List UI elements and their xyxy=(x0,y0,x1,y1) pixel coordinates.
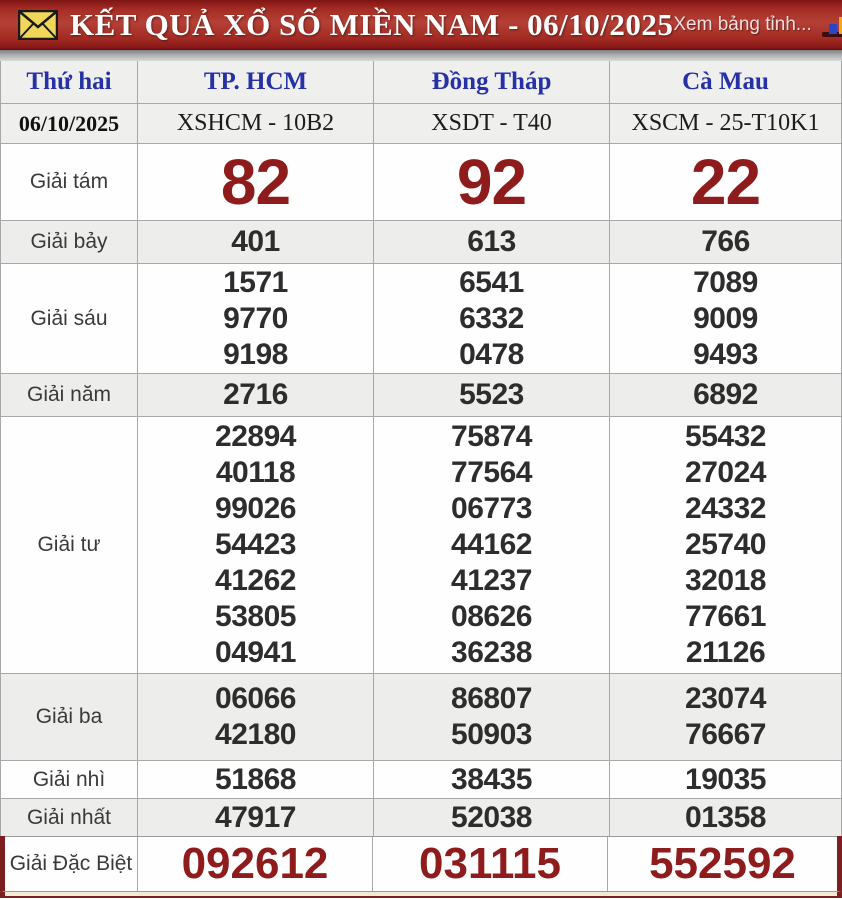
prize-value: 50903 xyxy=(451,718,532,751)
prize-value: 613 xyxy=(467,225,516,258)
draw-date: 06/10/2025 xyxy=(18,110,120,136)
prize-value: 24332 xyxy=(685,492,766,525)
prize-value: 44162 xyxy=(451,528,532,561)
prize-value: 42180 xyxy=(215,718,296,751)
prize-value: 092612 xyxy=(181,839,329,888)
bar-chart-icon[interactable] xyxy=(821,11,842,39)
draw-code-tphcm: XSHCM - 10B2 xyxy=(137,104,373,143)
prize-value: 41262 xyxy=(215,564,296,597)
prize-value: 36238 xyxy=(451,636,532,669)
prize-value: 9493 xyxy=(693,337,758,371)
prize-label: Giải Đặc Biệt xyxy=(9,852,133,875)
prize-value: 38435 xyxy=(451,762,532,796)
prize-row-giai-dac-biet: Giải Đặc Biệt 092612 031115 552592 xyxy=(5,836,837,891)
day-header: Thứ hai xyxy=(26,68,112,95)
draw-code-dongthap: XSDT - T40 xyxy=(373,104,609,143)
prize-row-giai-tam: Giải tám 82 92 22 xyxy=(1,143,841,220)
prize-row-giai-nam: Giải năm 2716 5523 6892 xyxy=(1,373,841,416)
prize-row-giai-nhi: Giải nhì 51868 38435 19035 xyxy=(1,760,841,798)
prize-value: 6541 xyxy=(459,265,524,299)
prize-value: 19035 xyxy=(685,762,766,796)
prize-label: Giải bảy xyxy=(30,230,108,253)
prize-value: 01358 xyxy=(685,800,766,834)
prize-row-giai-bay: Giải bảy 401 613 766 xyxy=(1,220,841,263)
prize-value: 08626 xyxy=(451,600,532,633)
draw-code-row: 06/10/2025 XSHCM - 10B2 XSDT - T40 XSCM … xyxy=(1,103,841,143)
prize-row-giai-nhat: Giải nhất 47917 52038 01358 xyxy=(1,798,841,836)
prize-value: 40118 xyxy=(215,456,296,489)
prize-value: 76667 xyxy=(685,718,766,751)
prize-value: 52038 xyxy=(451,800,532,834)
prize-value: 54423 xyxy=(215,528,296,561)
prize-value: 22 xyxy=(690,146,761,218)
prize-value: 99026 xyxy=(215,492,296,525)
prize-value: 92 xyxy=(456,146,527,218)
draw-code-camau: XSCM - 25-T10K1 xyxy=(609,104,841,143)
prize-value: 47917 xyxy=(215,800,296,834)
prize-value: 86807 xyxy=(451,682,532,715)
prize-value: 75874 xyxy=(451,420,532,453)
prize-label: Giải năm xyxy=(26,383,112,406)
prize-value: 401 xyxy=(231,225,280,258)
prize-value: 1571 xyxy=(223,265,288,299)
prize-value: 23074 xyxy=(685,682,766,715)
prize-row-giai-ba: Giải ba 06066 42180 86807 50903 23074 76… xyxy=(1,673,841,760)
prize-value: 0478 xyxy=(459,337,524,371)
prize-value: 552592 xyxy=(649,839,796,888)
prize-value: 82 xyxy=(220,146,291,218)
column-header-camau[interactable]: Cà Mau xyxy=(609,61,841,103)
prize-row-giai-sau: Giải sáu 1571 9770 9198 6541 6332 0478 7… xyxy=(1,263,841,373)
prize-value: 9770 xyxy=(223,301,288,335)
prize-value: 5523 xyxy=(459,378,524,411)
prize-value: 51868 xyxy=(215,762,296,796)
prize-value: 766 xyxy=(701,225,750,258)
envelope-icon[interactable] xyxy=(18,10,58,40)
bottom-border-strip xyxy=(0,891,842,898)
column-header-tphcm[interactable]: TP. HCM xyxy=(137,61,373,103)
prize-value: 2716 xyxy=(223,378,288,411)
prize-row-giai-tu: Giải tư 22894 40118 99026 54423 41262 53… xyxy=(1,416,841,673)
table-header-row: Thứ hai TP. HCM Đồng Tháp Cà Mau xyxy=(1,61,841,103)
prize-value: 06773 xyxy=(451,492,532,525)
prize-label: Giải ba xyxy=(35,705,103,728)
prize-value: 32018 xyxy=(685,564,766,597)
page-title: KẾT QUẢ XỔ SỐ MIỀN NAM - 06/10/2025 xyxy=(70,7,674,42)
prize-value: 04941 xyxy=(215,636,296,669)
column-header-dongthap[interactable]: Đồng Tháp xyxy=(373,61,609,103)
prize-label: Giải sáu xyxy=(30,306,108,330)
prize-value: 53805 xyxy=(215,600,296,633)
prize-label: Giải tư xyxy=(37,533,101,556)
prize-value: 21126 xyxy=(685,636,766,669)
prize-value: 27024 xyxy=(685,456,766,489)
prize-label: Giải tám xyxy=(29,170,109,193)
prize-label: Giải nhì xyxy=(32,767,106,791)
prize-value: 031115 xyxy=(419,839,561,888)
prize-label: Giải nhất xyxy=(26,805,112,829)
prize-value: 06066 xyxy=(215,682,296,715)
prize-value: 7089 xyxy=(693,265,758,299)
prize-value: 6892 xyxy=(693,378,758,411)
prize-value: 55432 xyxy=(685,420,766,453)
prize-value: 6332 xyxy=(459,301,524,335)
special-prize-section: Giải Đặc Biệt 092612 031115 552592 xyxy=(0,836,842,891)
view-province-table-link[interactable]: Xem bảng tỉnh... xyxy=(673,14,812,35)
prize-value: 77564 xyxy=(451,456,532,489)
prize-value: 25740 xyxy=(685,528,766,561)
prize-value: 77661 xyxy=(685,600,766,633)
prize-value: 22894 xyxy=(215,420,296,453)
prize-value: 9198 xyxy=(223,337,288,371)
prize-value: 41237 xyxy=(451,564,532,597)
header-shadow-strip xyxy=(0,50,842,61)
header-bar: KẾT QUẢ XỔ SỐ MIỀN NAM - 06/10/2025 Xem … xyxy=(0,0,842,50)
results-table: Thứ hai TP. HCM Đồng Tháp Cà Mau 06/10/2… xyxy=(0,61,842,836)
prize-value: 9009 xyxy=(693,301,758,335)
